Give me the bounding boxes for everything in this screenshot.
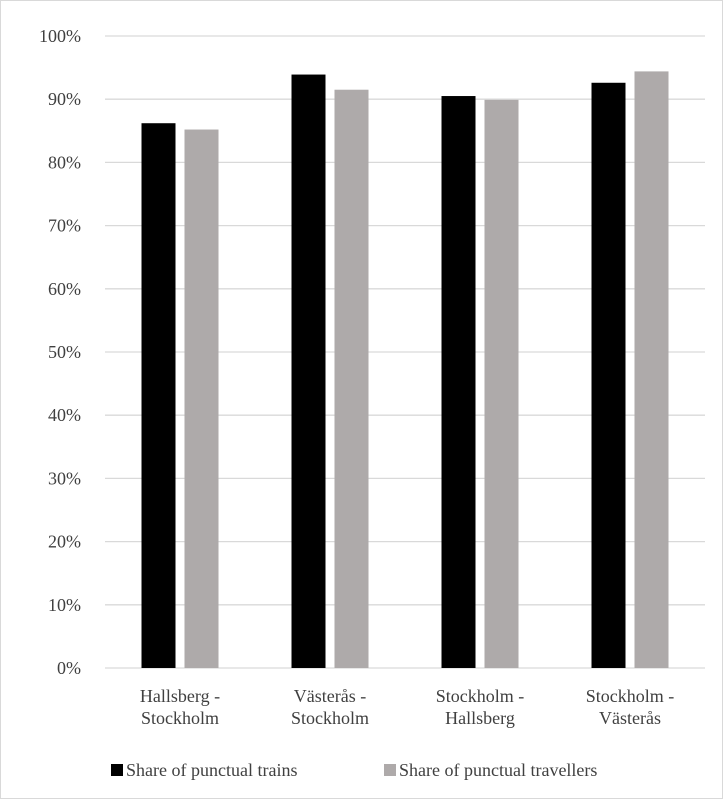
x-category-label: Stockholm -Hallsberg [436,686,525,728]
y-tick-label: 10% [48,595,81,615]
y-tick-label: 20% [48,532,81,552]
y-tick-label: 50% [48,342,81,362]
y-axis-tick-labels: 0% 10% 20% 30% 40% 50% 60% 70% 80% 90% 100% [39,26,81,678]
bar-punctual-travellers [484,99,519,668]
bar-punctual-trains [291,74,326,668]
y-tick-label: 70% [48,216,81,236]
y-tick-label: 60% [48,279,81,299]
y-tick-label: 100% [39,26,81,46]
y-tick-label: 40% [48,405,81,425]
legend-swatch-trains [111,764,123,776]
bar-punctual-travellers [334,89,369,669]
y-tick-label: 30% [48,468,81,488]
legend-label-travellers: Share of punctual travellers [399,760,597,780]
x-category-label: Stockholm -Västerås [586,686,675,728]
bar-punctual-trains [441,96,476,669]
x-axis-category-labels: Hallsberg -Stockholm Västerås -Stockholm S… [140,686,674,728]
y-tick-label: 80% [48,152,81,172]
legend: Share of punctual trains Share of punctua… [111,760,597,780]
x-category-label: Västerås -Stockholm [291,686,369,728]
bar-punctual-travellers [184,129,219,668]
y-tick-label: 0% [57,658,81,678]
y-tick-label: 90% [48,89,81,109]
bar-punctual-trains [591,82,626,668]
bar-punctual-travellers [634,71,669,669]
bars [141,71,669,669]
legend-label-trains: Share of punctual trains [126,760,297,780]
bar-punctual-trains [141,123,176,668]
x-category-label: Hallsberg -Stockholm [140,686,220,728]
legend-swatch-travellers [384,764,396,776]
